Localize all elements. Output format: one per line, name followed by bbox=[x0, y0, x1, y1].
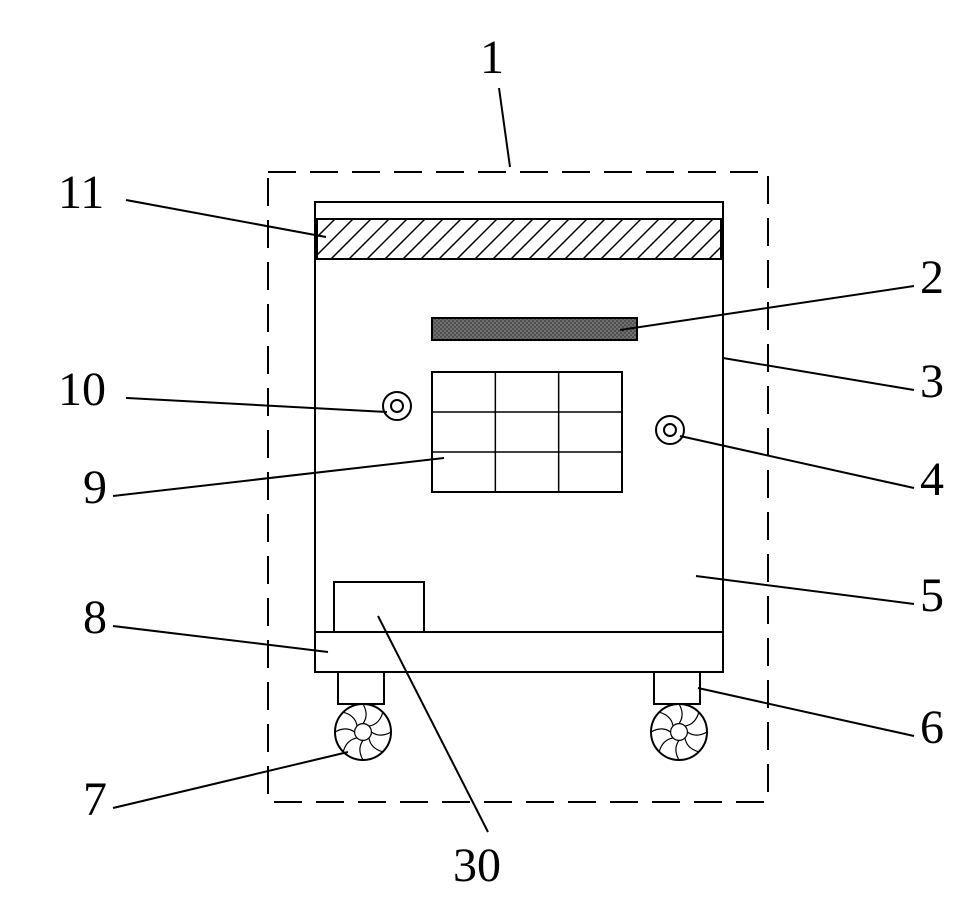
callout-label-8: 8 bbox=[83, 590, 107, 645]
engineering-diagram bbox=[0, 0, 976, 911]
callout-label-7: 7 bbox=[83, 772, 107, 827]
callout-label-30: 30 bbox=[453, 838, 501, 893]
callout-label-10: 10 bbox=[58, 362, 106, 417]
callout-label-11: 11 bbox=[58, 165, 104, 220]
callout-label-3: 3 bbox=[920, 354, 944, 409]
callout-label-9: 9 bbox=[83, 460, 107, 515]
callout-label-6: 6 bbox=[920, 700, 944, 755]
callout-label-4: 4 bbox=[920, 452, 944, 507]
callout-label-1: 1 bbox=[480, 30, 504, 85]
callout-label-5: 5 bbox=[920, 568, 944, 623]
callout-label-2: 2 bbox=[920, 250, 944, 305]
